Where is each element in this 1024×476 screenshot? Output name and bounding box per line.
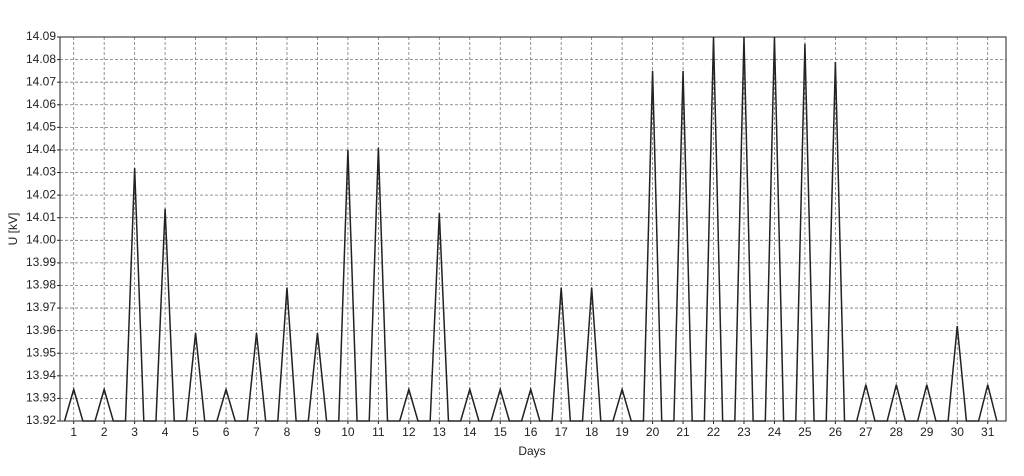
y-tick-label: 14.02 (26, 187, 56, 201)
y-tick-label: 13.93 (26, 391, 56, 405)
x-tick-label: 12 (402, 425, 416, 439)
x-tick-label: 2 (101, 425, 108, 439)
x-tick-label: 21 (676, 425, 690, 439)
x-tick-label: 10 (341, 425, 355, 439)
x-tick-label: 26 (829, 425, 843, 439)
y-tick-label: 13.98 (26, 278, 56, 292)
y-tick-label: 13.97 (26, 300, 56, 314)
y-tick-label: 14.06 (26, 97, 56, 111)
x-tick-label: 16 (524, 425, 538, 439)
y-tick-label: 14.03 (26, 165, 56, 179)
y-tick-label: 13.95 (26, 345, 56, 359)
x-tick-label: 29 (920, 425, 934, 439)
y-tick-label: 14.09 (26, 29, 56, 43)
x-tick-label: 14 (463, 425, 477, 439)
x-tick-label: 7 (253, 425, 260, 439)
x-tick-label: 27 (859, 425, 873, 439)
x-tick-label: 17 (555, 425, 569, 439)
y-tick-label: 13.99 (26, 255, 56, 269)
x-tick-label: 4 (162, 425, 169, 439)
y-tick-label: 14.07 (26, 74, 56, 88)
x-tick-label: 30 (951, 425, 965, 439)
y-axis-label: U [kV] (6, 213, 20, 246)
y-tick-label: 13.92 (26, 413, 56, 427)
y-tick-label: 14.00 (26, 232, 56, 246)
x-tick-label: 5 (192, 425, 199, 439)
y-tick-label: 14.01 (26, 210, 56, 224)
y-tick-label: 13.94 (26, 368, 56, 382)
series-line (63, 36, 998, 422)
y-tick-label: 14.08 (26, 52, 56, 66)
x-tick-label: 24 (768, 425, 782, 439)
x-tick-label: 15 (494, 425, 508, 439)
x-axis-label: Days (518, 444, 545, 458)
x-tick-label: 11 (372, 425, 385, 439)
x-tick-label: 20 (646, 425, 660, 439)
plot-frame (59, 36, 1007, 422)
x-tick-label: 28 (890, 425, 904, 439)
x-tick-label: 25 (798, 425, 812, 439)
x-tick-label: 13 (433, 425, 447, 439)
x-tick-label: 18 (585, 425, 599, 439)
x-tick-label: 1 (70, 425, 77, 439)
x-tick-label: 3 (131, 425, 138, 439)
x-tick-label: 8 (284, 425, 291, 439)
y-tick-label: 14.04 (26, 142, 56, 156)
y-tick-label: 13.96 (26, 323, 56, 337)
x-tick-label: 23 (737, 425, 751, 439)
x-tick-label: 19 (615, 425, 629, 439)
x-tick-label: 31 (981, 425, 995, 439)
x-tick-label: 6 (223, 425, 230, 439)
x-tick-label: 9 (314, 425, 321, 439)
y-tick-label: 14.05 (26, 120, 56, 134)
x-tick-label: 22 (707, 425, 721, 439)
